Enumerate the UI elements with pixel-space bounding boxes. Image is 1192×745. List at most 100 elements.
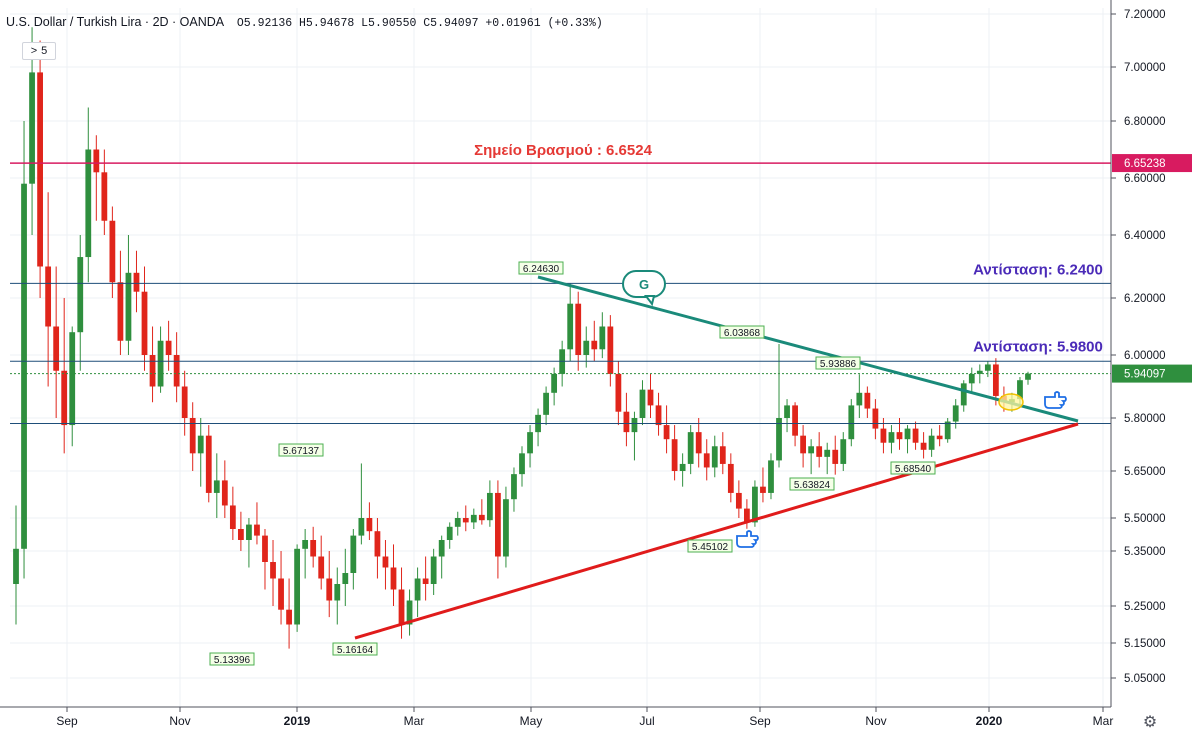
candle bbox=[591, 320, 598, 362]
candle-body bbox=[310, 540, 317, 557]
candle bbox=[358, 463, 365, 545]
candle bbox=[117, 250, 124, 355]
candle-body bbox=[133, 272, 140, 292]
price-tick-label: 5.80000 bbox=[1124, 413, 1166, 425]
candle bbox=[374, 518, 381, 579]
candle-body bbox=[655, 405, 662, 426]
time-tick-label: May bbox=[520, 714, 543, 728]
trendline-support bbox=[354, 422, 1079, 640]
candle bbox=[711, 435, 718, 478]
candle-body bbox=[743, 508, 750, 523]
candle-body bbox=[495, 492, 501, 557]
candle-body bbox=[213, 480, 220, 493]
candle-body bbox=[69, 332, 76, 426]
pointing-hand-icon bbox=[1044, 391, 1067, 409]
candle bbox=[390, 544, 397, 606]
price-label: 5.13396 bbox=[214, 655, 251, 666]
price-label-box bbox=[890, 461, 936, 475]
candle-body bbox=[976, 370, 983, 374]
candle bbox=[968, 367, 975, 393]
time-axis[interactable]: Sep Nov 2019 Mar May Jul Sep Nov 2020 Mar bbox=[0, 706, 1113, 728]
candle bbox=[213, 453, 220, 518]
candle bbox=[165, 320, 172, 371]
candle bbox=[816, 432, 823, 468]
candle bbox=[125, 235, 132, 355]
candle bbox=[519, 446, 525, 487]
candle-body bbox=[864, 392, 871, 409]
price-tick-label: 5.15000 bbox=[1124, 638, 1166, 650]
candle-body bbox=[1025, 373, 1031, 380]
level-axis-badge bbox=[1112, 154, 1192, 173]
candle bbox=[647, 373, 654, 418]
candle-body bbox=[294, 548, 301, 625]
candle bbox=[623, 392, 630, 447]
candle-body bbox=[149, 355, 156, 387]
time-tick-label: Nov bbox=[169, 714, 190, 728]
time-tick-label: Jul bbox=[639, 714, 654, 728]
candle-body bbox=[1017, 380, 1023, 400]
candle-body bbox=[486, 492, 493, 521]
price-axis[interactable]: 7.20000 7.00000 6.80000 6.60000 6.40000 6.200… bbox=[1110, 0, 1192, 745]
candle-body bbox=[165, 340, 172, 355]
candle bbox=[270, 540, 276, 606]
last-price-label: 5.94097 bbox=[1124, 369, 1166, 381]
indicators-toggle-button[interactable]: > 5 bbox=[22, 42, 56, 60]
candle bbox=[406, 589, 413, 636]
candle bbox=[486, 480, 493, 527]
highlight-circle bbox=[998, 393, 1024, 411]
candle bbox=[824, 442, 831, 475]
candle-body bbox=[840, 439, 847, 464]
candle bbox=[864, 386, 871, 418]
candle bbox=[599, 312, 606, 359]
candle bbox=[181, 370, 188, 436]
candle-body bbox=[117, 282, 124, 341]
candle bbox=[37, 40, 43, 298]
candle-body bbox=[519, 453, 525, 475]
price-tick-label: 6.40000 bbox=[1124, 230, 1166, 242]
candle bbox=[679, 453, 686, 487]
candle-body bbox=[77, 257, 84, 333]
candle-body bbox=[462, 518, 469, 523]
candle-body bbox=[768, 460, 774, 493]
candle bbox=[776, 343, 782, 468]
candle-body bbox=[406, 600, 413, 625]
candle bbox=[53, 266, 60, 418]
candle-body bbox=[880, 428, 887, 443]
candle-body bbox=[623, 411, 630, 433]
candle bbox=[671, 425, 678, 481]
candle-body bbox=[422, 578, 429, 584]
candle bbox=[173, 332, 180, 403]
symbol-title: U.S. Dollar / Turkish Lira · 2D · OANDA bbox=[6, 15, 224, 29]
candle-body bbox=[679, 463, 686, 471]
candle bbox=[631, 411, 638, 461]
candle-body bbox=[784, 405, 790, 418]
candle-body bbox=[639, 389, 646, 418]
price-tick-label: 7.20000 bbox=[1124, 9, 1166, 21]
candle-body bbox=[920, 442, 927, 450]
candle bbox=[695, 418, 702, 468]
price-tick-label: 5.35000 bbox=[1124, 546, 1166, 558]
candle-body bbox=[37, 72, 43, 267]
candle bbox=[511, 467, 517, 512]
candle-body bbox=[21, 183, 27, 549]
candle-body bbox=[591, 340, 598, 350]
candle bbox=[872, 399, 879, 440]
candle bbox=[109, 206, 116, 298]
candle bbox=[832, 435, 839, 475]
candle bbox=[462, 505, 469, 532]
price-label-box bbox=[687, 539, 733, 553]
candle bbox=[470, 508, 477, 529]
candle bbox=[527, 425, 533, 468]
annotations: G bbox=[622, 270, 1067, 548]
candle-body bbox=[776, 418, 782, 461]
gear-icon[interactable]: ⚙ bbox=[1142, 714, 1158, 731]
candle-body bbox=[719, 446, 726, 464]
time-tick-label: Sep bbox=[749, 714, 771, 728]
candle bbox=[719, 432, 726, 475]
candle bbox=[334, 567, 341, 625]
candle-body bbox=[61, 370, 68, 426]
price-tick-label: 7.00000 bbox=[1124, 62, 1166, 74]
candle-body bbox=[816, 446, 823, 457]
candle-body bbox=[936, 435, 943, 440]
